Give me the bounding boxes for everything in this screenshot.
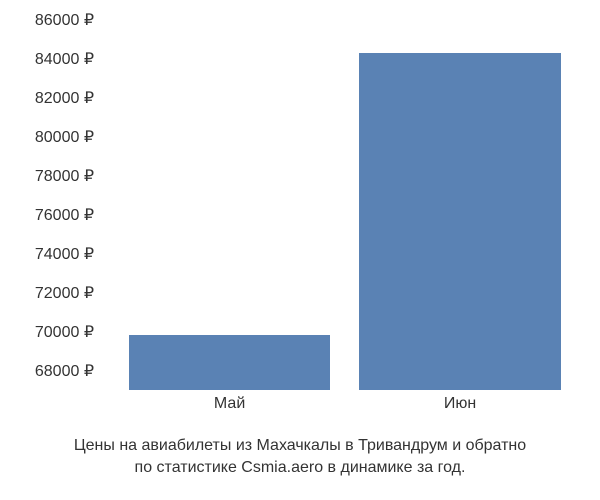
y-tick: 86000 ₽ [35,10,94,30]
y-axis: 68000 ₽ 70000 ₽ 72000 ₽ 74000 ₽ 76000 ₽ 78000… [0,20,100,390]
bar [359,53,561,390]
y-tick: 68000 ₽ [35,361,94,381]
chart-caption: Цены на авиабилеты из Махачкалы в Триван… [0,435,600,480]
y-tick: 80000 ₽ [35,127,94,147]
caption-line-1: Цены на авиабилеты из Махачкалы в Триван… [0,435,600,457]
y-tick: 74000 ₽ [35,244,94,264]
y-tick: 78000 ₽ [35,166,94,186]
caption-line-2: по статистике Csmia.aero в динамике за г… [0,457,600,479]
x-label: Июн [444,395,476,413]
y-tick: 82000 ₽ [35,88,94,108]
bars-container [100,20,580,390]
plot-area [100,20,580,390]
x-axis: Май Июн [100,395,580,425]
y-tick: 84000 ₽ [35,49,94,69]
y-tick: 70000 ₽ [35,322,94,342]
y-tick: 76000 ₽ [35,205,94,225]
y-tick: 72000 ₽ [35,283,94,303]
price-chart: 68000 ₽ 70000 ₽ 72000 ₽ 74000 ₽ 76000 ₽ 78000… [0,0,600,500]
x-label: Май [214,395,245,413]
bar [129,335,331,390]
